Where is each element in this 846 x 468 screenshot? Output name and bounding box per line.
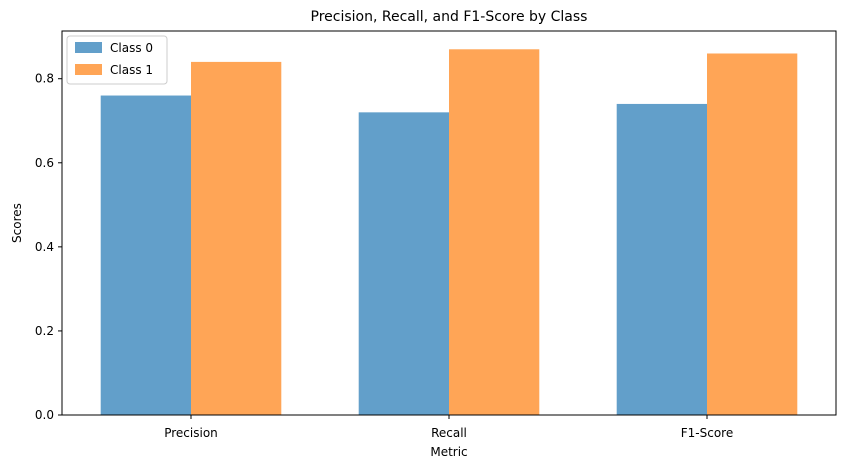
bar-class-0-precision bbox=[100, 95, 191, 415]
bar-class-0-recall bbox=[358, 112, 449, 415]
legend-swatch-class-0 bbox=[75, 42, 102, 53]
chart-title: Precision, Recall, and F1-Score by Class bbox=[311, 9, 588, 25]
bar-class-1-precision bbox=[191, 61, 282, 416]
bars-group bbox=[100, 49, 798, 416]
x-axis-title: Metric bbox=[430, 445, 467, 459]
legend-label-class-0: Class 0 bbox=[110, 41, 153, 55]
y-tick-label: 0.2 bbox=[35, 324, 54, 338]
x-tick-label-f1-score: F1-Score bbox=[681, 426, 733, 440]
legend-swatch-class-1 bbox=[75, 64, 102, 75]
y-axis-ticks: 0.0 0.2 0.4 0.6 0.8 bbox=[35, 72, 62, 422]
legend: Class 0 Class 1 bbox=[66, 35, 168, 85]
x-tick-label-precision: Precision bbox=[164, 426, 218, 440]
bar-class-0-f1-score bbox=[616, 103, 707, 416]
y-tick-label: 0.0 bbox=[35, 408, 54, 422]
x-axis-ticks: Precision Recall F1-Score bbox=[164, 415, 733, 440]
y-tick-label: 0.8 bbox=[35, 72, 54, 86]
x-tick-label-recall: Recall bbox=[431, 426, 467, 440]
legend-label-class-1: Class 1 bbox=[110, 63, 153, 77]
bar-class-1-f1-score bbox=[707, 53, 798, 416]
y-tick-label: 0.4 bbox=[35, 240, 54, 254]
bar-class-1-recall bbox=[449, 49, 540, 415]
y-axis-title: Scores bbox=[10, 203, 24, 243]
y-tick-label: 0.6 bbox=[35, 156, 54, 170]
plot-frame bbox=[61, 30, 837, 416]
